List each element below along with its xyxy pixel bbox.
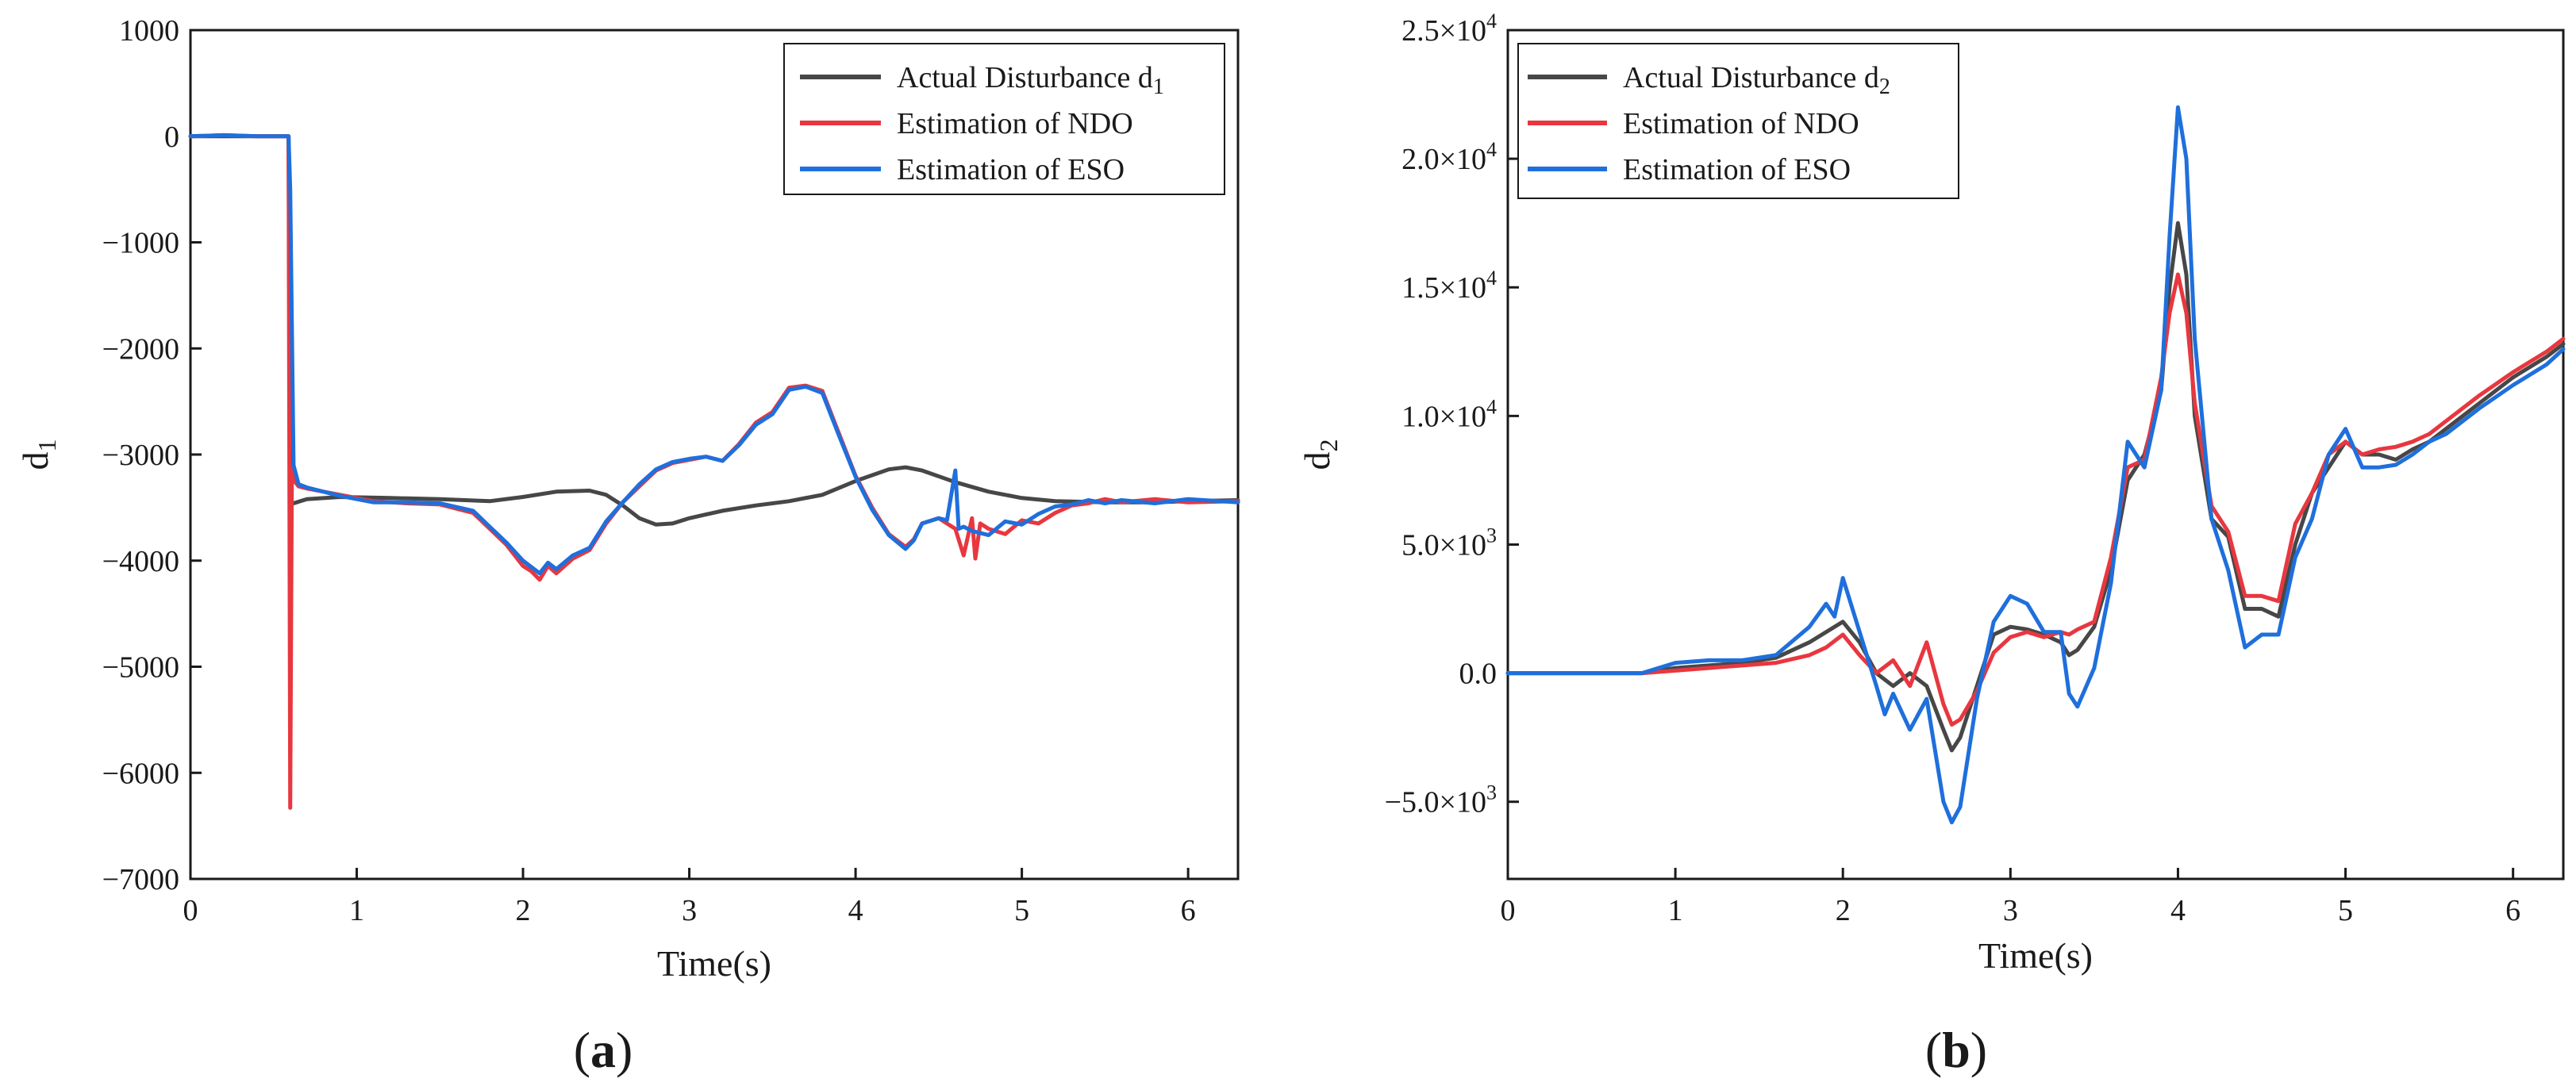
plot-area-b: [1506, 29, 2565, 881]
x-tick-label-b: 3: [2003, 894, 2018, 927]
ticks-a: 0 1 2 3 4 5 6 −7000 −6000 −5000 −4000 −3000 −2000 −10…: [102, 14, 1196, 927]
x-tick-label-a: 3: [682, 894, 697, 927]
x-tick-label-a: 4: [848, 894, 863, 927]
x-tick-label-a: 1: [349, 894, 364, 927]
legend-a: Actual Disturbance d1 Estimation of NDO …: [783, 43, 1225, 195]
y-tick-label-b: 1.5×104: [1401, 267, 1497, 305]
y-tick-label-a: 1000: [119, 14, 179, 48]
legend-label-actual-b: Actual Disturbance d2: [1623, 61, 1890, 99]
y-tick-label-a: −6000: [102, 757, 179, 790]
y-tick-label-b: 2.5×104: [1401, 10, 1497, 48]
y-axis-title-a: d1: [15, 439, 61, 470]
series-group-a: [188, 132, 1240, 810]
legend-label-ndo-b: Estimation of NDO: [1623, 107, 1859, 140]
y-tick-label-b: 2.0×104: [1401, 138, 1497, 176]
panel-label-a: (a): [574, 1022, 633, 1078]
series-group-b: [1505, 105, 2566, 825]
x-tick-label-a: 0: [183, 894, 198, 927]
x-tick-label-a: 2: [516, 894, 531, 927]
series-line-eso-a: [188, 132, 1240, 576]
y-tick-label-a: 0: [164, 121, 179, 154]
y-tick-label-a: −7000: [102, 863, 179, 896]
series-line-actual-a: [188, 134, 1240, 527]
chart-panel-a: 0 1 2 3 4 5 6 −7000 −6000 −5000 −4000 −3000 −2000 −10…: [15, 14, 1240, 1078]
y-tick-label-b: 1.0×104: [1401, 395, 1497, 433]
x-tick-label-b: 4: [2170, 894, 2186, 927]
legend-label-eso-a: Estimation of ESO: [897, 153, 1125, 186]
y-tick-label-a: −5000: [102, 651, 179, 685]
x-tick-label-b: 0: [1501, 894, 1516, 927]
y-tick-label-b: −5.0×103: [1385, 781, 1497, 819]
x-tick-label-b: 6: [2505, 894, 2520, 927]
series-line-ndo-b: [1505, 272, 2566, 727]
y-axis-title-b: d2: [1297, 439, 1343, 470]
panel-label-b: (b): [1925, 1022, 1987, 1078]
y-tick-label-a: −2000: [102, 332, 179, 366]
series-line-ndo-a: [188, 132, 1240, 810]
y-tick-label-a: −1000: [102, 227, 179, 260]
x-tick-label-b: 2: [1836, 894, 1851, 927]
x-tick-label-b: 1: [1668, 894, 1683, 927]
x-axis-title-b: Time(s): [1978, 935, 2093, 976]
legend-label-eso-b: Estimation of ESO: [1623, 153, 1851, 186]
x-tick-label-a: 5: [1014, 894, 1029, 927]
x-tick-label-a: 6: [1181, 894, 1196, 927]
y-tick-label-b: 5.0×103: [1401, 524, 1497, 562]
ticks-b: 0 1 2 3 4 5 6 −5.0×103 0.0 5.0×103 1.0×104 1.5×104 2…: [1385, 10, 2521, 927]
legend-label-actual-a: Actual Disturbance d1: [897, 61, 1164, 99]
legend-label-ndo-a: Estimation of NDO: [897, 107, 1133, 140]
chart-panel-b: 0 1 2 3 4 5 6 −5.0×103 0.0 5.0×103 1.0×104 1.5×104 2…: [1297, 10, 2566, 1078]
series-line-eso-b: [1505, 105, 2566, 825]
x-tick-label-b: 5: [2338, 894, 2353, 927]
y-tick-label-b: 0.0: [1459, 658, 1498, 691]
y-tick-label-a: −3000: [102, 439, 179, 472]
y-tick-label-a: −4000: [102, 545, 179, 578]
legend-b: Actual Disturbance d2 Estimation of NDO …: [1517, 43, 1959, 199]
x-axis-title-a: Time(s): [657, 943, 771, 984]
